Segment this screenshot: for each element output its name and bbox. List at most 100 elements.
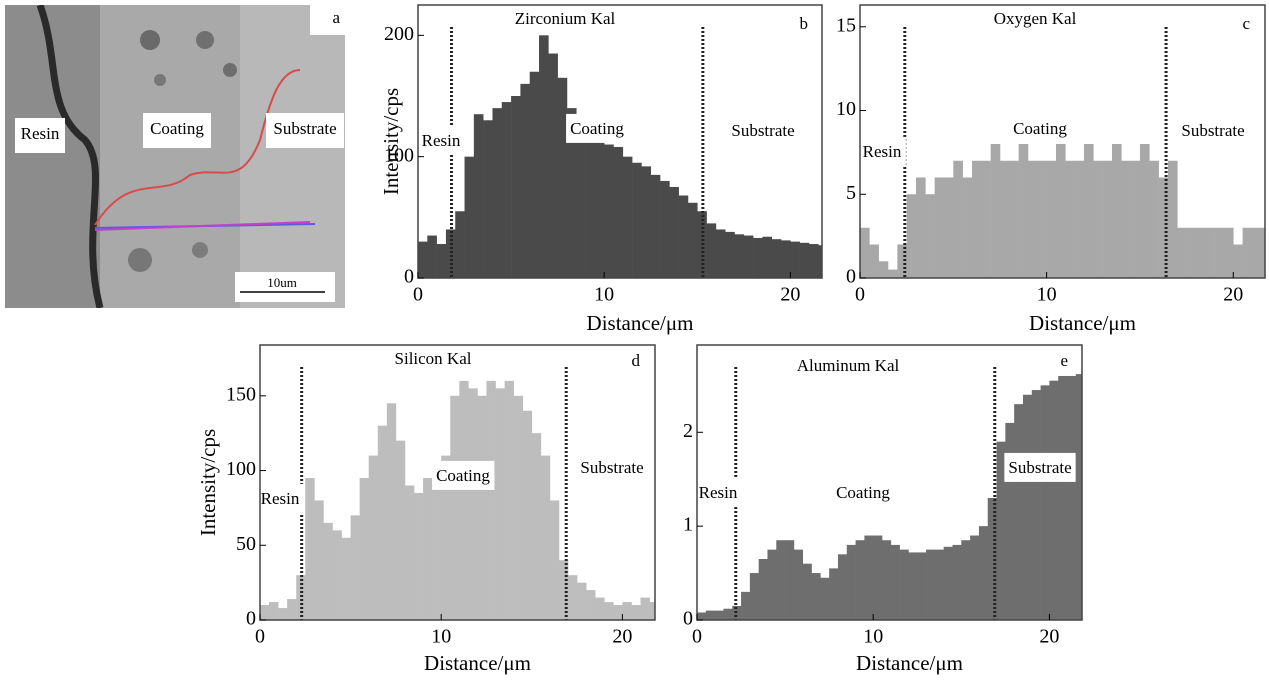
bar: [576, 126, 586, 278]
scale-bar-label: 10um: [267, 275, 297, 290]
bar: [594, 138, 605, 278]
bar: [790, 241, 800, 278]
bar: [1049, 380, 1059, 620]
label-background: [432, 460, 495, 490]
bar: [714, 610, 724, 620]
panel-label: a: [332, 8, 340, 27]
label-background: [1009, 113, 1072, 143]
bar: [622, 156, 633, 278]
y-tick-label: 10: [836, 98, 856, 120]
bar: [436, 244, 447, 278]
bar: [793, 549, 804, 620]
bar: [899, 549, 909, 620]
bar: [1018, 144, 1029, 278]
bar: [1009, 160, 1019, 278]
bar: [341, 537, 351, 620]
label-background: [858, 136, 906, 166]
bar: [846, 544, 856, 620]
bar: [427, 235, 437, 278]
region-label: Resin: [863, 142, 902, 161]
y-tick-label: 0: [683, 608, 693, 630]
plot-area: [860, 27, 1265, 278]
y-tick-label: 2: [683, 420, 693, 442]
bar: [368, 455, 379, 620]
bar: [1242, 227, 1253, 278]
bar: [990, 144, 1001, 278]
bar: [1067, 375, 1077, 620]
y-tick-label: 100: [226, 458, 256, 480]
panel-label: b: [800, 14, 809, 33]
chart-title: Zirconium Kal: [515, 9, 616, 28]
bar: [513, 395, 524, 620]
bar: [978, 526, 989, 620]
bar: [473, 114, 484, 278]
bar: [1065, 160, 1075, 278]
bar: [771, 239, 782, 278]
sem-image: Resin Coating Substrate a 10um: [5, 5, 345, 308]
bar: [1040, 385, 1050, 620]
bar: [1130, 160, 1141, 278]
bar: [987, 497, 997, 620]
bar: [539, 35, 549, 278]
label-background: [832, 477, 895, 507]
bar: [414, 492, 424, 620]
bar: [915, 177, 926, 278]
bar: [520, 83, 531, 278]
x-tick-label: 20: [612, 626, 632, 648]
bar: [705, 610, 715, 620]
bar: [725, 231, 735, 278]
bar: [802, 563, 812, 620]
bar: [1167, 160, 1178, 278]
region-label: Resin: [261, 489, 300, 508]
bar: [586, 590, 596, 620]
x-axis-label: Distance/μm: [587, 311, 694, 335]
bar: [723, 608, 733, 620]
bar: [604, 602, 614, 620]
bar: [785, 540, 795, 620]
bar: [464, 156, 475, 278]
bar: [999, 160, 1010, 278]
region-label: Coating: [436, 466, 490, 485]
bar: [595, 597, 605, 620]
bar: [1214, 227, 1225, 278]
y-tick-label: 50: [236, 533, 256, 555]
bar: [359, 478, 370, 620]
bar: [1093, 160, 1103, 278]
bar: [1058, 375, 1068, 620]
bar: [613, 146, 624, 278]
bar: [1149, 160, 1159, 278]
bar: [404, 485, 415, 620]
bar: [631, 605, 641, 620]
x-tick-label: 0: [855, 284, 865, 306]
bar: [323, 522, 333, 620]
bar: [459, 380, 469, 620]
bar: [882, 540, 892, 620]
bar: [952, 544, 962, 620]
x-tick-label: 20: [1223, 284, 1243, 306]
plot-area: [418, 27, 822, 278]
bar: [897, 244, 907, 278]
bar: [781, 240, 791, 278]
bar: [669, 187, 679, 278]
bar: [934, 549, 944, 620]
bar: [687, 202, 698, 278]
bar: [1083, 144, 1094, 278]
y-tick-label: 200: [384, 23, 414, 45]
chart-title: Silicon Kal: [395, 349, 472, 368]
plot-area: [260, 367, 655, 620]
bar: [1022, 394, 1033, 620]
region-label: Substrate: [1181, 121, 1244, 140]
x-axis-label: Distance/μm: [424, 651, 531, 675]
bar: [762, 236, 773, 278]
y-tick-label: 0: [404, 266, 414, 288]
bar: [869, 244, 879, 278]
bar: [758, 558, 768, 620]
bar: [332, 530, 342, 620]
label-background: [1177, 115, 1249, 145]
x-tick-label: 0: [255, 626, 265, 648]
plot-frame: [859, 4, 1266, 279]
bar: [697, 612, 707, 620]
x-tick-label: 0: [692, 626, 702, 648]
bar: [350, 515, 360, 620]
